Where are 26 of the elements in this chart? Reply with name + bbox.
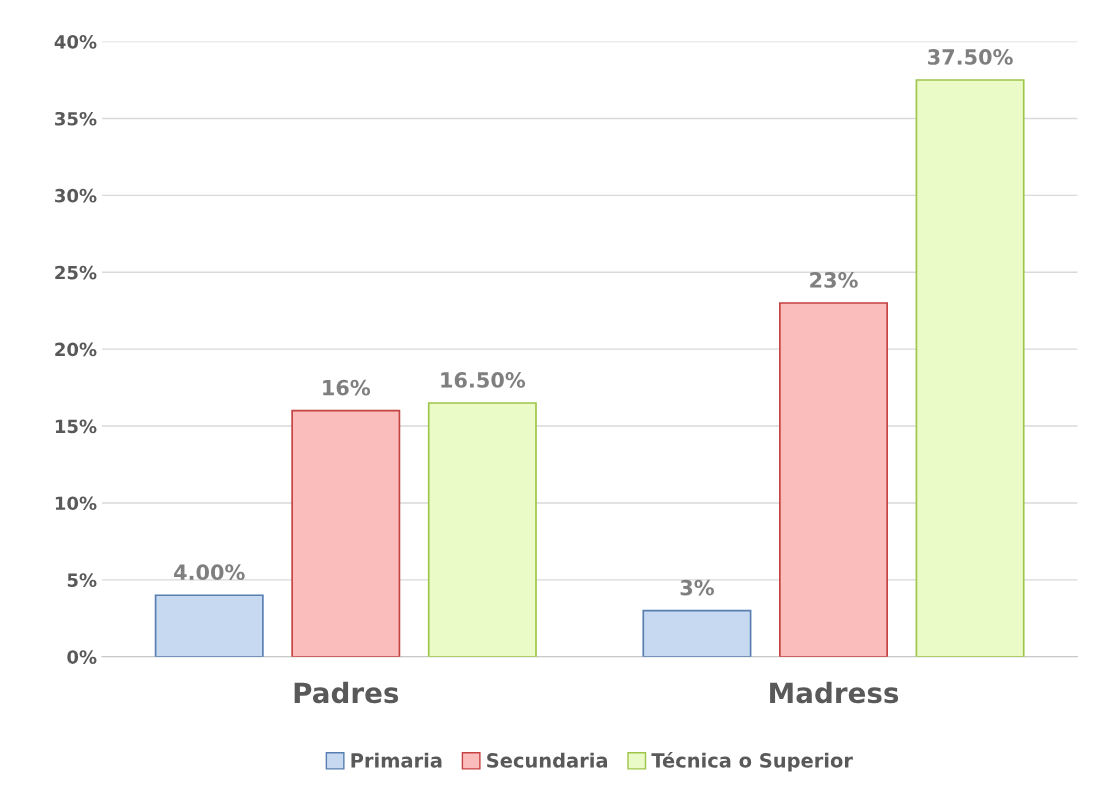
bar xyxy=(779,302,888,657)
y-tick-label: 30% xyxy=(55,188,97,203)
data-label: 16% xyxy=(323,379,371,396)
legend-label: Técnica o Superior xyxy=(651,751,853,772)
legend-label: Primaria xyxy=(351,752,442,768)
bar xyxy=(154,594,264,657)
bar xyxy=(642,609,752,657)
y-tick-label: 10% xyxy=(55,496,97,511)
y-tick-label: 25% xyxy=(55,265,97,280)
data-label: 23% xyxy=(810,272,858,288)
y-tick-label: 40% xyxy=(54,35,97,49)
x-tick-label: Madress xyxy=(770,681,899,704)
legend-label: Secundaria xyxy=(487,752,608,768)
data-label: 3% xyxy=(680,579,714,596)
y-tick-label: 5% xyxy=(67,573,97,587)
bar xyxy=(291,409,401,657)
data-label: 4.00% xyxy=(174,564,245,581)
y-tick-label: 35% xyxy=(55,111,97,126)
data-label: 37.50% xyxy=(928,49,1013,65)
bar xyxy=(427,402,537,657)
x-tick-label: Padres xyxy=(294,681,399,704)
data-label: 16.50% xyxy=(441,372,526,388)
y-tick-label: 15% xyxy=(55,419,97,434)
y-tick-label: 20% xyxy=(55,342,97,357)
y-tick-label: 0% xyxy=(67,650,97,664)
bar xyxy=(915,79,1025,657)
